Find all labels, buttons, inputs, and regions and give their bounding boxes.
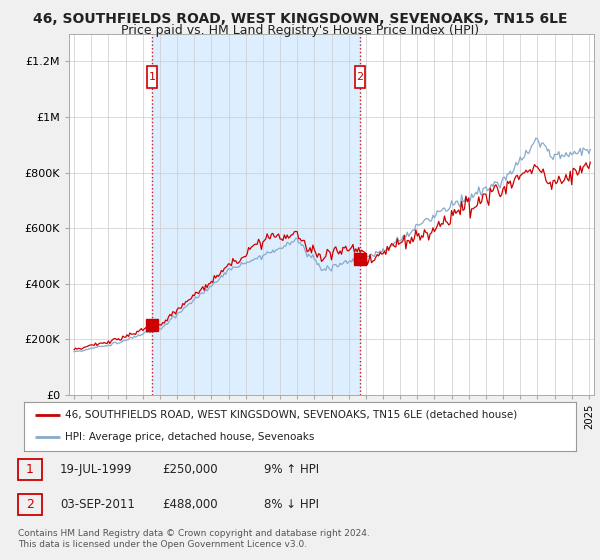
Text: 46, SOUTHFIELDS ROAD, WEST KINGSDOWN, SEVENOAKS, TN15 6LE: 46, SOUTHFIELDS ROAD, WEST KINGSDOWN, SE… — [33, 12, 567, 26]
Text: 1: 1 — [149, 72, 155, 82]
FancyBboxPatch shape — [147, 66, 157, 88]
Text: 2: 2 — [26, 498, 34, 511]
Text: 9% ↑ HPI: 9% ↑ HPI — [264, 463, 319, 476]
Text: Price paid vs. HM Land Registry's House Price Index (HPI): Price paid vs. HM Land Registry's House … — [121, 24, 479, 37]
Bar — [152, 34, 360, 395]
FancyBboxPatch shape — [355, 66, 365, 88]
Text: 2: 2 — [356, 72, 364, 82]
Text: 03-SEP-2011: 03-SEP-2011 — [60, 498, 135, 511]
Text: 8% ↓ HPI: 8% ↓ HPI — [264, 498, 319, 511]
Text: 19-JUL-1999: 19-JUL-1999 — [60, 463, 133, 476]
Text: 46, SOUTHFIELDS ROAD, WEST KINGSDOWN, SEVENOAKS, TN15 6LE (detached house): 46, SOUTHFIELDS ROAD, WEST KINGSDOWN, SE… — [65, 410, 518, 420]
Text: £250,000: £250,000 — [162, 463, 218, 476]
Text: £488,000: £488,000 — [162, 498, 218, 511]
Text: HPI: Average price, detached house, Sevenoaks: HPI: Average price, detached house, Seve… — [65, 432, 315, 442]
Text: Contains HM Land Registry data © Crown copyright and database right 2024.
This d: Contains HM Land Registry data © Crown c… — [18, 529, 370, 549]
Text: 1: 1 — [26, 463, 34, 476]
